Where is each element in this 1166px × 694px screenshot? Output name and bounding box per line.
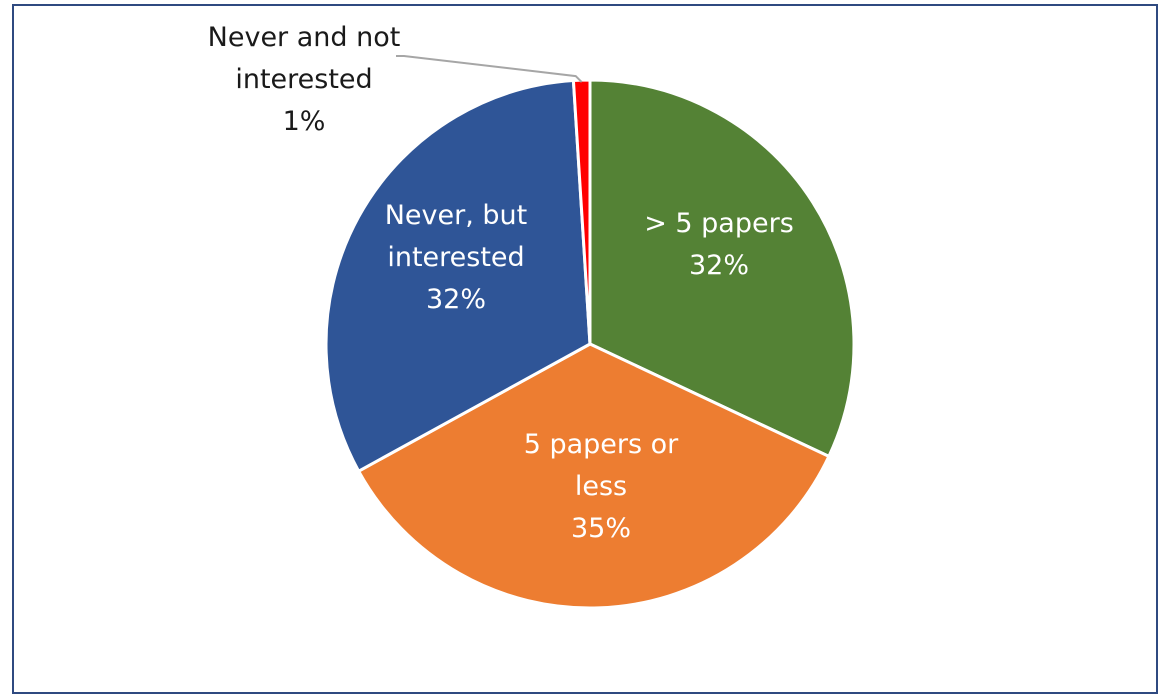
slice-percent-2: 32% xyxy=(426,284,486,315)
slice-label-1: 5 papers or less 35% xyxy=(524,429,679,544)
pie-labels: > 5 papers 32% 5 papers or less 35% Never, bu… xyxy=(208,22,794,544)
slice-name-2-0: Never, but xyxy=(385,200,528,231)
slice-percent-0: 32% xyxy=(689,250,749,281)
pie-slice-3 xyxy=(571,78,592,346)
pie-slices xyxy=(324,78,856,610)
slice-name-1-1: less xyxy=(575,471,627,502)
pie-slice-2 xyxy=(324,79,592,473)
pie-slice-1 xyxy=(357,342,831,610)
leader-line-3 xyxy=(396,55,583,83)
slice-name-3-1: interested xyxy=(235,64,372,95)
slice-percent-3: 1% xyxy=(283,106,326,137)
slice-name-2-1: interested xyxy=(387,242,524,273)
slice-name-3-0: Never and not xyxy=(208,22,401,53)
slice-label-2: Never, but interested 32% xyxy=(385,200,528,315)
slice-label-3: Never and not interested 1% xyxy=(208,22,401,137)
slice-label-0: > 5 papers 32% xyxy=(644,208,794,281)
pie-slice-0 xyxy=(588,78,856,458)
slice-name-1-0: 5 papers or xyxy=(524,429,679,460)
slice-percent-1: 35% xyxy=(571,513,631,544)
slice-name-0-0: > 5 papers xyxy=(644,208,794,239)
